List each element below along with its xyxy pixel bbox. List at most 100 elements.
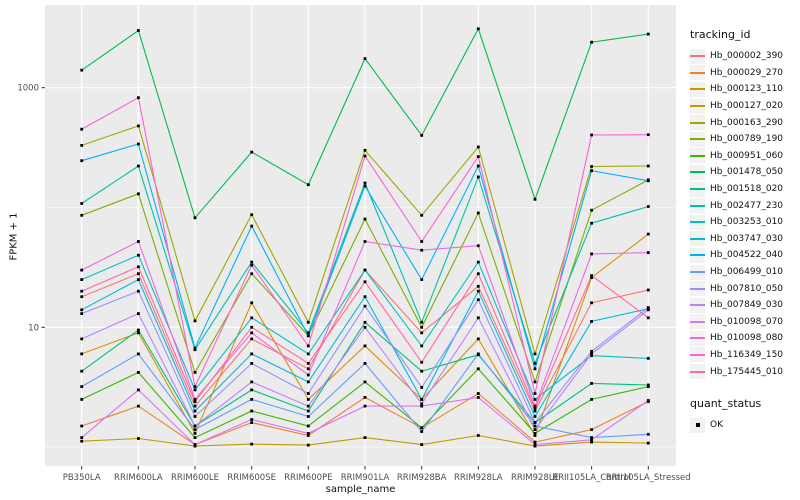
data-point bbox=[250, 316, 254, 320]
data-point bbox=[420, 331, 424, 335]
data-point bbox=[476, 211, 480, 215]
data-point bbox=[646, 357, 650, 360]
data-point bbox=[193, 348, 197, 352]
x-tick-label: RRIM928BA bbox=[397, 473, 447, 483]
data-point bbox=[646, 383, 650, 387]
data-point bbox=[533, 434, 537, 437]
data-point bbox=[363, 396, 367, 399]
data-point bbox=[193, 444, 197, 448]
data-point bbox=[533, 440, 537, 444]
data-point bbox=[306, 352, 310, 356]
data-point bbox=[137, 253, 140, 257]
data-point bbox=[590, 40, 593, 44]
legend-color-line bbox=[690, 105, 705, 108]
data-point bbox=[306, 334, 310, 338]
data-point bbox=[137, 192, 140, 196]
legend-item-label: OK bbox=[710, 420, 723, 431]
data-point bbox=[476, 175, 480, 179]
data-point bbox=[193, 388, 197, 392]
data-point bbox=[193, 346, 197, 350]
data-point bbox=[533, 432, 537, 435]
legend-color-line bbox=[690, 171, 705, 174]
x-tick-label: PB350LA bbox=[63, 473, 101, 483]
data-point bbox=[306, 344, 310, 348]
data-point bbox=[363, 148, 367, 152]
legend-item-label: Hb_001478_050 bbox=[710, 167, 784, 178]
data-point bbox=[137, 388, 140, 392]
legend-color-line bbox=[690, 221, 705, 224]
legend-item-Hb_000127_020: Hb_000127_020 bbox=[690, 98, 800, 115]
data-point bbox=[533, 407, 537, 410]
data-point bbox=[250, 325, 254, 329]
legend-key-swatch bbox=[690, 214, 705, 230]
data-point bbox=[306, 373, 310, 377]
legend-item-Hb_001518_020: Hb_001518_020 bbox=[690, 181, 800, 198]
data-point bbox=[306, 398, 310, 401]
legend-key-swatch bbox=[690, 297, 705, 313]
legend-item-Hb_010098_070: Hb_010098_070 bbox=[690, 314, 800, 331]
x-tick-label: RRIM600SE bbox=[227, 473, 276, 483]
legend-item-label: Hb_007810_050 bbox=[710, 283, 784, 294]
data-point bbox=[306, 404, 310, 408]
legend-key-swatch bbox=[690, 417, 705, 433]
data-point bbox=[533, 444, 537, 448]
legend-key-swatch bbox=[690, 314, 705, 330]
data-point bbox=[137, 272, 140, 276]
data-point bbox=[646, 288, 650, 292]
data-point bbox=[420, 248, 424, 252]
data-point bbox=[306, 432, 310, 435]
data-point bbox=[137, 96, 140, 100]
data-point bbox=[306, 183, 310, 187]
data-point bbox=[420, 344, 424, 348]
data-point bbox=[533, 424, 537, 428]
legend-item-label: Hb_000127_020 bbox=[710, 101, 784, 112]
data-point bbox=[476, 337, 480, 341]
legend-item-Hb_175445_010: Hb_175445_010 bbox=[690, 363, 800, 380]
data-point bbox=[533, 415, 537, 418]
data-point bbox=[476, 27, 480, 31]
data-point bbox=[476, 298, 480, 302]
data-point bbox=[363, 184, 367, 188]
data-point bbox=[193, 432, 197, 435]
data-point bbox=[80, 202, 84, 205]
legend-color-line bbox=[690, 337, 705, 340]
x-tick-label: RRIM928LE bbox=[511, 473, 559, 483]
data-point bbox=[363, 436, 367, 439]
data-point bbox=[420, 240, 424, 243]
data-point bbox=[193, 371, 197, 374]
data-point bbox=[420, 398, 424, 401]
data-point bbox=[476, 284, 480, 288]
data-point bbox=[137, 437, 140, 440]
data-point bbox=[137, 328, 140, 332]
data-point bbox=[363, 304, 367, 308]
data-point bbox=[137, 289, 140, 293]
legend-item-label: Hb_003747_030 bbox=[710, 233, 784, 244]
legend-item-label: Hb_116349_150 bbox=[710, 349, 784, 360]
data-point bbox=[476, 155, 480, 158]
data-point bbox=[476, 164, 480, 168]
data-point bbox=[646, 308, 650, 312]
data-point bbox=[590, 352, 593, 356]
legend-key-swatch bbox=[690, 148, 705, 164]
x-tick-label: RRIM600LE bbox=[171, 473, 219, 483]
data-point bbox=[646, 133, 650, 137]
legend-item-Hb_004522_040: Hb_004522_040 bbox=[690, 247, 800, 264]
data-point bbox=[363, 154, 367, 158]
data-point bbox=[590, 354, 593, 357]
legend-key-swatch bbox=[690, 81, 705, 97]
data-point bbox=[137, 331, 140, 335]
data-point bbox=[420, 402, 424, 406]
data-point bbox=[137, 164, 140, 168]
data-point bbox=[533, 409, 537, 413]
legend-key-swatch bbox=[690, 48, 705, 64]
data-point bbox=[80, 308, 84, 312]
data-point bbox=[193, 424, 197, 428]
data-point bbox=[306, 409, 310, 413]
data-point bbox=[363, 344, 367, 348]
legend-key-swatch bbox=[690, 264, 705, 280]
data-point bbox=[590, 301, 593, 305]
data-point bbox=[646, 32, 650, 36]
data-point bbox=[363, 280, 367, 284]
legend-quant-status: quant_status OK bbox=[690, 397, 800, 434]
data-point bbox=[476, 367, 480, 371]
